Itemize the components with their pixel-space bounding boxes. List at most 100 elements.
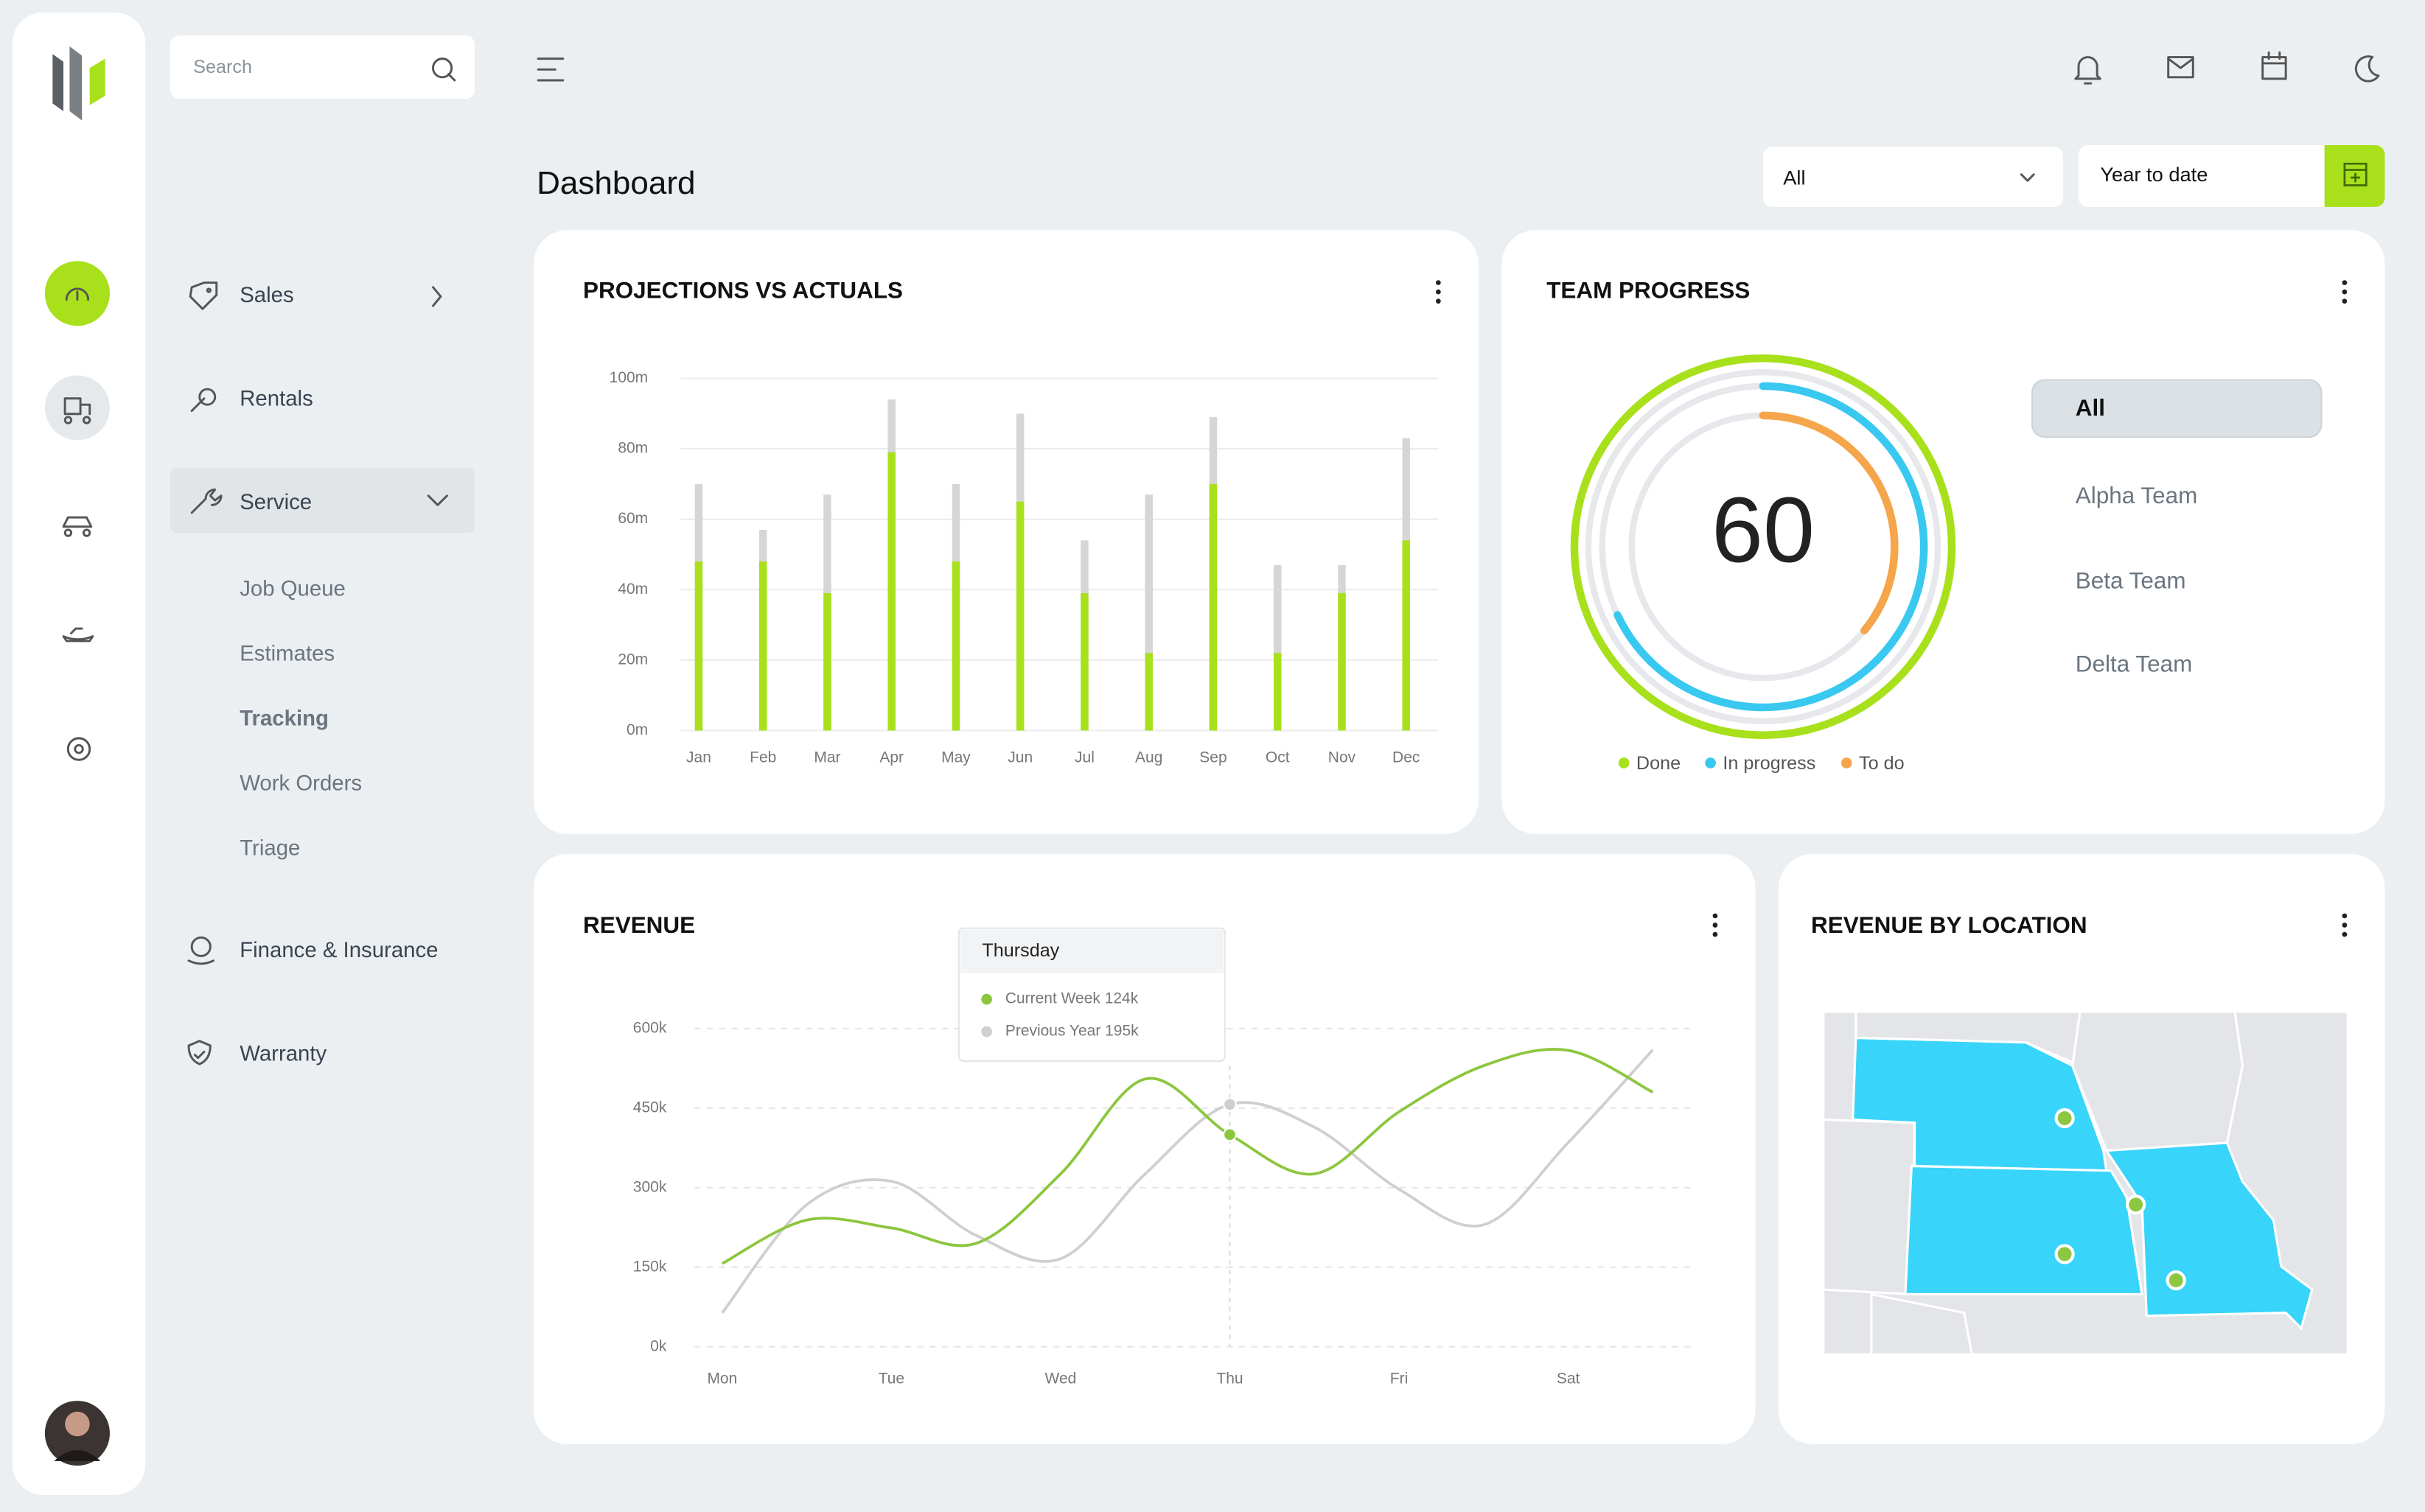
tooltip-dot bbox=[981, 1026, 993, 1037]
avatar-face bbox=[65, 1411, 90, 1437]
nav-item[interactable]: Warranty bbox=[240, 1041, 327, 1065]
ring-track bbox=[1585, 368, 1941, 725]
page-title: Dashboard bbox=[537, 165, 695, 201]
boat-icon[interactable] bbox=[62, 627, 94, 643]
line-series bbox=[721, 1049, 1654, 1314]
legend-dot bbox=[1705, 757, 1716, 769]
bar bbox=[1145, 494, 1153, 731]
nav-item[interactable]: Rentals bbox=[240, 387, 313, 411]
theme-icon[interactable] bbox=[2354, 55, 2380, 83]
map bbox=[1822, 1010, 2349, 1356]
nav-item[interactable]: Sales bbox=[240, 283, 293, 307]
nav-item[interactable]: Service bbox=[240, 490, 312, 514]
x-tick-label: Nov bbox=[1328, 749, 1356, 766]
bar bbox=[1273, 653, 1282, 731]
card-title: REVENUE bbox=[583, 912, 695, 938]
chevron-right bbox=[432, 286, 442, 307]
x-tick-label: Fri bbox=[1390, 1370, 1408, 1387]
tooltip-item: Current Week 124k bbox=[1005, 990, 1139, 1007]
car-icon[interactable] bbox=[62, 516, 93, 537]
nav-item[interactable]: Finance & Insurance bbox=[240, 938, 438, 962]
y-tick-label: 0k bbox=[650, 1337, 667, 1354]
search-box[interactable] bbox=[170, 35, 475, 99]
x-tick-label: Wed bbox=[1045, 1370, 1077, 1387]
bar bbox=[887, 452, 896, 731]
team-filter[interactable]: Delta Team bbox=[2076, 651, 2193, 677]
legend-label: Done bbox=[1636, 753, 1681, 774]
location-pins bbox=[2054, 1107, 2186, 1291]
filter-value: All bbox=[1783, 166, 1805, 189]
search-placeholder: Search bbox=[193, 57, 252, 77]
logo bbox=[52, 46, 105, 121]
ring-arc bbox=[1627, 411, 1899, 682]
y-tick-label: 300k bbox=[633, 1178, 667, 1195]
x-tick-label: Mar bbox=[814, 749, 840, 766]
card-menu[interactable] bbox=[1712, 913, 1718, 937]
tooltip-dot bbox=[981, 993, 993, 1005]
card-menu[interactable] bbox=[2342, 280, 2348, 304]
x-tick-label: Jul bbox=[1075, 749, 1095, 766]
sub-nav-item[interactable]: Work Orders bbox=[240, 771, 362, 796]
x-tick-label: Mon bbox=[707, 1370, 737, 1387]
card-title: REVENUE BY LOCATION bbox=[1811, 912, 2087, 938]
legend-dot bbox=[1840, 757, 1852, 769]
y-tick-label: 450k bbox=[633, 1099, 667, 1116]
y-tick-label: 60m bbox=[618, 510, 648, 527]
card-menu[interactable] bbox=[2342, 913, 2348, 937]
filter-selected-bg bbox=[2031, 379, 2323, 438]
ring-arc bbox=[1598, 382, 1928, 712]
legend-dot bbox=[1618, 757, 1630, 769]
x-tick-label: Apr bbox=[879, 749, 904, 766]
bell-icon[interactable] bbox=[2074, 56, 2101, 85]
x-tick-label: Aug bbox=[1135, 749, 1162, 766]
sub-nav-item[interactable]: Triage bbox=[240, 836, 300, 861]
x-tick-label: Jan bbox=[686, 749, 711, 766]
bar bbox=[952, 561, 960, 731]
settings-icon[interactable] bbox=[66, 737, 91, 761]
y-tick-label: 20m bbox=[618, 651, 648, 668]
bar bbox=[1016, 501, 1025, 731]
x-tick-label: Sat bbox=[1557, 1370, 1580, 1387]
sub-nav-item[interactable]: Estimates bbox=[240, 641, 335, 665]
line-series bbox=[722, 1048, 1654, 1265]
team-filter[interactable]: Beta Team bbox=[2076, 568, 2186, 594]
bar bbox=[1338, 593, 1346, 731]
bar bbox=[1081, 593, 1089, 731]
x-tick-label: Dec bbox=[1392, 749, 1420, 766]
team-filter[interactable]: All bbox=[2076, 395, 2105, 421]
rentals-icon bbox=[190, 388, 217, 413]
period-select[interactable] bbox=[2079, 145, 2385, 207]
y-tick-label: 80m bbox=[618, 440, 648, 457]
filter-select[interactable] bbox=[1762, 147, 2064, 207]
date-icon bbox=[2343, 162, 2368, 186]
avatar-body bbox=[54, 1450, 101, 1461]
state-missouri bbox=[2104, 1141, 2314, 1331]
select-chevron bbox=[2020, 173, 2035, 182]
y-tick-label: 40m bbox=[618, 581, 648, 598]
period-value: Year to date bbox=[2100, 163, 2208, 186]
team-filter[interactable]: Alpha Team bbox=[2076, 483, 2198, 508]
card-menu[interactable] bbox=[1435, 280, 1441, 304]
search-icon bbox=[432, 57, 456, 82]
gauge-icon bbox=[65, 287, 90, 301]
bar bbox=[1402, 540, 1410, 731]
sub-nav-item[interactable]: Tracking bbox=[240, 707, 329, 731]
tooltip-title: Thursday bbox=[982, 940, 1059, 961]
calendar-icon[interactable] bbox=[2261, 51, 2287, 80]
bar bbox=[1145, 653, 1153, 731]
x-tick-label: May bbox=[941, 749, 971, 766]
mail-icon[interactable] bbox=[2167, 56, 2194, 79]
bar bbox=[1209, 483, 1218, 731]
equipment-button[interactable] bbox=[44, 375, 110, 441]
menu-icon[interactable] bbox=[537, 57, 565, 82]
sub-nav-item[interactable]: Job Queue bbox=[240, 576, 346, 601]
card bbox=[533, 230, 1479, 834]
x-tick-label: Feb bbox=[750, 749, 776, 766]
state-kansas bbox=[1904, 1164, 2143, 1296]
x-tick-label: Jun bbox=[1008, 749, 1033, 766]
bar bbox=[758, 561, 767, 731]
card-title: PROJECTIONS VS ACTUALS bbox=[583, 277, 903, 303]
x-tick-label: Tue bbox=[879, 1370, 904, 1387]
